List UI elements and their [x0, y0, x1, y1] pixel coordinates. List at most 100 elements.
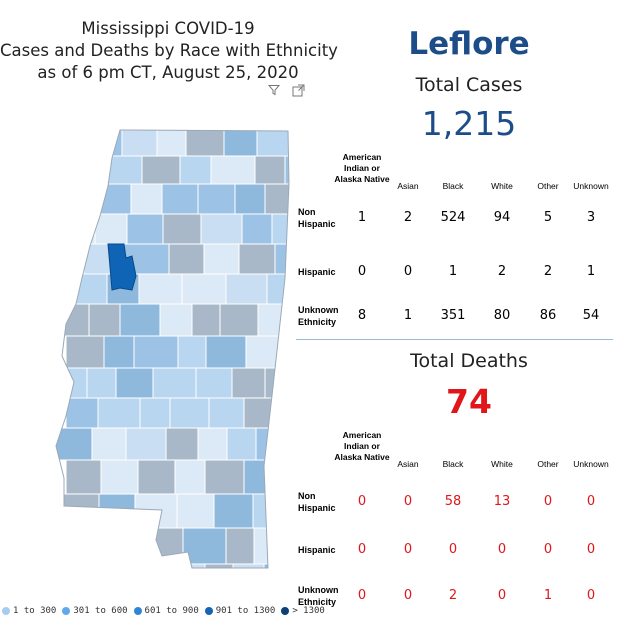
county-shape[interactable] — [137, 459, 176, 495]
county-shape[interactable] — [264, 183, 296, 215]
county-shape[interactable] — [195, 367, 233, 399]
county-shape[interactable] — [94, 213, 128, 245]
county-shape[interactable] — [263, 563, 296, 578]
county-shape[interactable] — [243, 397, 281, 429]
county-shape[interactable] — [65, 155, 103, 185]
county-shape[interactable] — [219, 303, 259, 337]
county-shape[interactable] — [245, 335, 286, 369]
county-shape[interactable] — [174, 459, 206, 495]
county-shape[interactable] — [91, 130, 123, 157]
county-shape[interactable] — [213, 493, 254, 529]
county-shape[interactable] — [115, 367, 154, 399]
county-shape[interactable] — [287, 493, 296, 529]
county-shape[interactable] — [279, 397, 296, 429]
county-shape[interactable] — [125, 427, 167, 461]
county-shape[interactable] — [56, 493, 100, 529]
county-shape[interactable] — [252, 493, 289, 529]
leflore-county[interactable] — [107, 243, 137, 291]
county-shape[interactable] — [126, 213, 164, 245]
county-shape[interactable] — [256, 130, 296, 157]
county-shape[interactable] — [130, 183, 163, 215]
county-shape[interactable] — [91, 427, 127, 461]
county-shape[interactable] — [88, 303, 121, 337]
county-shape[interactable] — [231, 367, 266, 399]
county-shape[interactable] — [100, 459, 139, 495]
county-shape[interactable] — [139, 397, 171, 429]
county-shape[interactable] — [200, 213, 243, 245]
county-shape[interactable] — [90, 183, 132, 215]
county-shape[interactable] — [98, 493, 136, 529]
county-shape[interactable] — [56, 130, 93, 157]
county-shape[interactable] — [56, 303, 90, 337]
county-shape[interactable] — [176, 493, 215, 529]
county-shape[interactable] — [225, 273, 268, 305]
county-shape[interactable] — [243, 459, 289, 495]
county-shape[interactable] — [141, 155, 181, 185]
county-shape[interactable] — [138, 273, 183, 305]
county-shape[interactable] — [65, 335, 105, 369]
county-shape[interactable] — [162, 213, 202, 245]
county-shape[interactable] — [159, 563, 206, 578]
county-shape[interactable] — [197, 183, 236, 215]
county-shape[interactable] — [238, 243, 276, 275]
county-shape[interactable] — [134, 493, 178, 529]
county-shape[interactable] — [177, 335, 207, 369]
county-shape[interactable] — [255, 427, 288, 461]
county-shape[interactable] — [97, 397, 141, 429]
county-shape[interactable] — [287, 459, 296, 495]
county-shape[interactable] — [185, 130, 225, 157]
county-shape[interactable] — [204, 563, 234, 578]
county-shape[interactable] — [65, 213, 96, 245]
county-shape[interactable] — [56, 427, 93, 461]
county-shape[interactable] — [286, 427, 296, 461]
county-shape[interactable] — [179, 155, 212, 185]
county-shape[interactable] — [145, 527, 184, 565]
county-shape[interactable] — [257, 303, 288, 337]
county-shape[interactable] — [203, 243, 240, 275]
county-shape[interactable] — [205, 335, 247, 369]
county-shape[interactable] — [223, 130, 258, 157]
county-shape[interactable] — [210, 155, 256, 185]
county-shape[interactable] — [165, 427, 199, 461]
county-shape[interactable] — [65, 273, 108, 305]
county-shape[interactable] — [254, 155, 286, 185]
county-shape[interactable] — [101, 155, 143, 185]
county-shape[interactable] — [225, 527, 255, 565]
filter-icon[interactable] — [268, 84, 280, 96]
county-shape[interactable] — [264, 367, 294, 399]
county-shape[interactable] — [56, 183, 92, 215]
county-shape[interactable] — [104, 527, 147, 565]
county-shape[interactable] — [208, 397, 245, 429]
county-shape[interactable] — [266, 273, 296, 305]
county-shape[interactable] — [169, 397, 210, 429]
county-shape[interactable] — [253, 527, 290, 565]
county-shape[interactable] — [152, 367, 197, 399]
county-shape[interactable] — [286, 303, 296, 337]
county-shape[interactable] — [226, 427, 257, 461]
county-shape[interactable] — [56, 563, 97, 578]
county-shape[interactable] — [65, 459, 102, 495]
county-shape[interactable] — [204, 459, 245, 495]
county-shape[interactable] — [284, 155, 296, 185]
county-shape[interactable] — [121, 130, 158, 157]
county-shape[interactable] — [232, 563, 265, 578]
county-shape[interactable] — [56, 243, 85, 275]
county-shape[interactable] — [290, 528, 296, 564]
county-shape[interactable] — [65, 397, 99, 429]
county-shape[interactable] — [191, 303, 221, 337]
county-shape[interactable] — [181, 273, 227, 305]
county-shape[interactable] — [119, 303, 161, 337]
county-shape[interactable] — [103, 335, 135, 369]
county-shape[interactable] — [133, 335, 179, 369]
county-shape[interactable] — [241, 213, 273, 245]
county-shape[interactable] — [126, 563, 161, 578]
county-shape[interactable] — [65, 527, 106, 565]
county-shape[interactable] — [95, 563, 128, 578]
county-shape[interactable] — [168, 243, 205, 275]
focus-mode-icon[interactable] — [292, 84, 305, 97]
county-shape[interactable] — [284, 335, 296, 369]
county-shape[interactable] — [234, 183, 266, 215]
county-shape[interactable] — [197, 427, 228, 461]
mississippi-county-map[interactable] — [16, 128, 296, 578]
county-shape[interactable] — [159, 303, 193, 337]
